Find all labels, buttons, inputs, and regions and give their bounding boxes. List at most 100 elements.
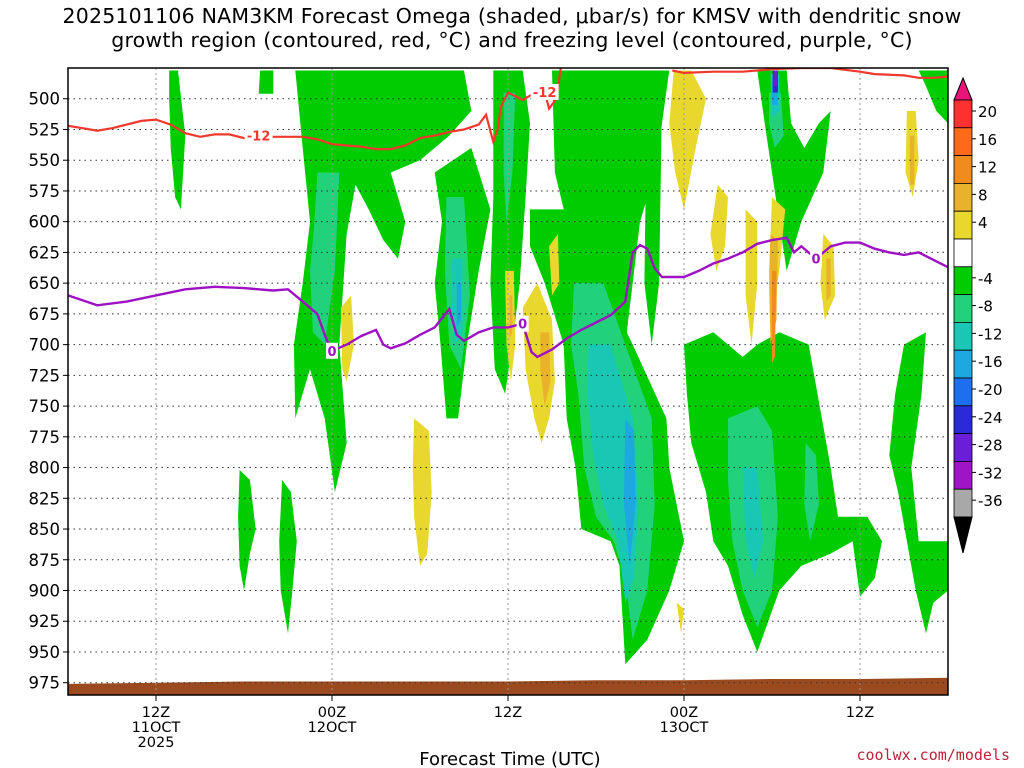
- colorbar-swatch-8: [953, 294, 973, 323]
- chart-title: 2025101106 NAM3KM Forecast Omega (shaded…: [0, 4, 1024, 52]
- y-tick-label: 925: [29, 612, 61, 631]
- x-tick-label: 12Z: [494, 705, 522, 721]
- colorbar-top-arrow: [953, 76, 973, 101]
- y-tick-label: 600: [29, 213, 61, 232]
- ground-layer: [68, 677, 948, 695]
- colorbar-bottom-arrow: [953, 516, 973, 554]
- y-tick-label: 875: [29, 551, 61, 570]
- colorbar-swatch-11: [953, 377, 973, 407]
- y-tick-label: 975: [29, 674, 61, 693]
- colorbar-label: -32: [978, 464, 1003, 482]
- colorbar-label: 16: [978, 131, 997, 149]
- x-axis-label: Forecast Time (UTC): [419, 749, 600, 768]
- omega-region-0: [169, 70, 186, 210]
- colorbar-label: -8: [978, 298, 993, 316]
- omega-region-14: [310, 172, 340, 345]
- x-tick-label: 13OCT: [660, 720, 709, 736]
- x-tick-label: 11OCT: [132, 720, 181, 736]
- y-tick-label: 550: [29, 151, 61, 170]
- y-tick-label: 650: [29, 274, 61, 293]
- omega-region-11: [889, 332, 948, 634]
- x-tick-label: 12Z: [846, 705, 874, 721]
- y-tick-label: 500: [29, 90, 61, 109]
- colorbar-label: -28: [978, 437, 1003, 455]
- dgz-contour-upper: [672, 68, 948, 79]
- dgz-contour-label: -12: [247, 130, 271, 145]
- x-tick-label: 00Z: [670, 705, 698, 721]
- omega-region-37: [412, 418, 432, 566]
- omega-region-22: [587, 344, 639, 603]
- colorbar-swatch-9: [953, 321, 973, 351]
- omega-region-41: [676, 602, 684, 634]
- omega-region-29: [773, 70, 778, 87]
- colorbar-swatch-6: [953, 238, 973, 268]
- colorbar-swatch-14: [953, 460, 973, 490]
- colorbar-label: -4: [978, 270, 993, 288]
- y-tick-label: 900: [29, 582, 61, 601]
- chart-title-line1: 2025101106 NAM3KM Forecast Omega (shaded…: [62, 4, 962, 28]
- colorbar-label: -20: [978, 381, 1003, 399]
- y-tick-label: 850: [29, 520, 61, 539]
- omega-region-12: [238, 470, 256, 591]
- contour-layer: -12 -12 0 0 0: [68, 68, 948, 360]
- dgz-label-bg-1: [530, 83, 559, 100]
- y-tick-label: 750: [29, 397, 61, 416]
- omega-region-40: [549, 234, 560, 296]
- omega-region-20: [804, 443, 819, 542]
- dgz-contour-label: -12: [533, 86, 557, 101]
- omega-region-30: [669, 70, 706, 210]
- omega-region-32: [745, 209, 758, 345]
- omega-region-23: [742, 467, 764, 579]
- site-credit: coolwx.com/models: [856, 746, 1010, 764]
- omega-region-10: [918, 70, 948, 124]
- colorbar-label: -16: [978, 353, 1003, 371]
- y-tick-label: 675: [29, 305, 61, 324]
- colorbar-swatch-13: [953, 433, 973, 462]
- omega-region-13: [279, 479, 297, 634]
- omega-region-46: [909, 135, 915, 185]
- omega-region-16: [503, 92, 516, 222]
- axes-layer: 500 525 550 575 600 625 650 675 700 725 750 775 800 8…: [29, 67, 949, 751]
- fz-label-bg-1: [516, 315, 529, 332]
- fz-label-bg-0: [326, 342, 338, 359]
- omega-region-42: [509, 295, 513, 339]
- freezing-level-label: 0: [327, 345, 336, 360]
- freezing-level-label: 0: [518, 318, 527, 333]
- omega-region-8: [684, 332, 882, 652]
- omega-region-26: [623, 418, 636, 566]
- y-tick-label: 800: [29, 459, 61, 478]
- omega-region-39: [522, 283, 555, 443]
- colorbar-label: 8: [978, 186, 988, 204]
- colorbar-swatch-5: [953, 210, 973, 240]
- y-tick-label: 725: [29, 366, 61, 385]
- omega-region-36: [340, 295, 354, 382]
- colorbar-swatch-1: [953, 99, 973, 129]
- y-tick-label: 950: [29, 643, 61, 662]
- x-tick-label: 2025: [138, 735, 175, 751]
- colorbar-label: 20: [978, 103, 997, 121]
- colorbar-swatch-15: [953, 488, 973, 518]
- chart-title-line2: growth region (contoured, red, °C) and f…: [111, 28, 913, 52]
- colorbar-label: 4: [978, 214, 988, 232]
- freezing-level-label: 0: [811, 253, 820, 268]
- y-tick-label: 625: [29, 243, 61, 262]
- colorbar-swatch-7: [953, 266, 973, 295]
- omega-region-25: [456, 283, 462, 327]
- colorbar-swatch-12: [953, 405, 973, 434]
- omega-shading-layer: [169, 70, 948, 665]
- omega-region-1: [258, 70, 274, 94]
- omega-region-47: [772, 270, 777, 364]
- omega-region-31: [710, 184, 728, 271]
- y-tick-label: 575: [29, 182, 61, 201]
- y-tick-label: 700: [29, 336, 61, 355]
- y-tick-label: 525: [29, 120, 61, 139]
- colorbar-label: 12: [978, 159, 997, 177]
- colorbar-label: -12: [978, 325, 1003, 343]
- colorbar-label: -24: [978, 409, 1003, 427]
- colorbar-swatch-2: [953, 127, 973, 157]
- x-tick-label: 00Z: [318, 705, 346, 721]
- colorbar-swatch-3: [953, 155, 973, 184]
- x-tick-label: 12OCT: [308, 720, 357, 736]
- fz-label-bg-2: [810, 250, 822, 267]
